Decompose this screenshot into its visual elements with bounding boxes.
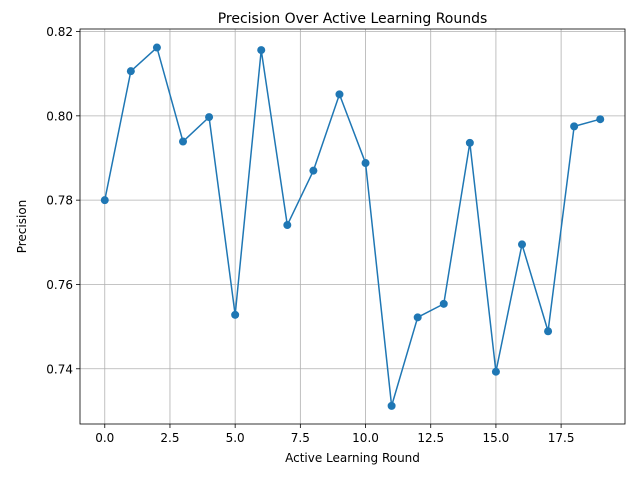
- data-point: [517, 240, 526, 249]
- data-point: [152, 43, 161, 52]
- data-point: [179, 137, 188, 146]
- data-point: [465, 138, 474, 147]
- y-tick-label: 0.76: [46, 278, 73, 292]
- y-axis-label: Precision: [15, 200, 29, 254]
- x-tick-label: 17.5: [548, 431, 575, 445]
- x-tick-label: 15.0: [483, 431, 510, 445]
- x-tick-label: 7.5: [291, 431, 310, 445]
- x-tick-label: 0.0: [95, 431, 114, 445]
- x-tick-label: 5.0: [226, 431, 245, 445]
- y-tick-label: 0.80: [46, 109, 73, 123]
- data-point: [309, 166, 318, 175]
- plot-frame: [79, 28, 626, 425]
- x-tick-label: 2.5: [160, 431, 179, 445]
- data-point: [596, 115, 605, 124]
- y-tick-label: 0.74: [46, 362, 73, 376]
- axis-ticks: 0.0 2.5 5.0 7.5 10.0 12.5 15.0 17.5 0.74 0.76 0.78…: [46, 25, 574, 445]
- data-point: [335, 90, 344, 99]
- chart-title: Precision Over Active Learning Rounds: [218, 11, 488, 27]
- data-point: [126, 67, 135, 76]
- data-point: [544, 327, 553, 336]
- series-layer: [100, 43, 605, 410]
- data-point: [361, 159, 370, 168]
- x-axis-label: Active Learning Round: [285, 451, 420, 465]
- data-point: [257, 46, 266, 55]
- data-point: [570, 122, 579, 131]
- y-tick-label: 0.82: [46, 25, 73, 39]
- data-point: [413, 313, 422, 322]
- data-point: [205, 113, 214, 122]
- x-tick-label: 12.5: [417, 431, 444, 445]
- data-point: [491, 367, 500, 376]
- data-point: [439, 299, 448, 308]
- data-point: [283, 221, 292, 230]
- data-point: [387, 401, 396, 410]
- data-point: [100, 196, 109, 205]
- y-tick-label: 0.78: [46, 194, 73, 208]
- data-point: [231, 310, 240, 319]
- x-tick-label: 10.0: [352, 431, 379, 445]
- series-line: [104, 46, 601, 407]
